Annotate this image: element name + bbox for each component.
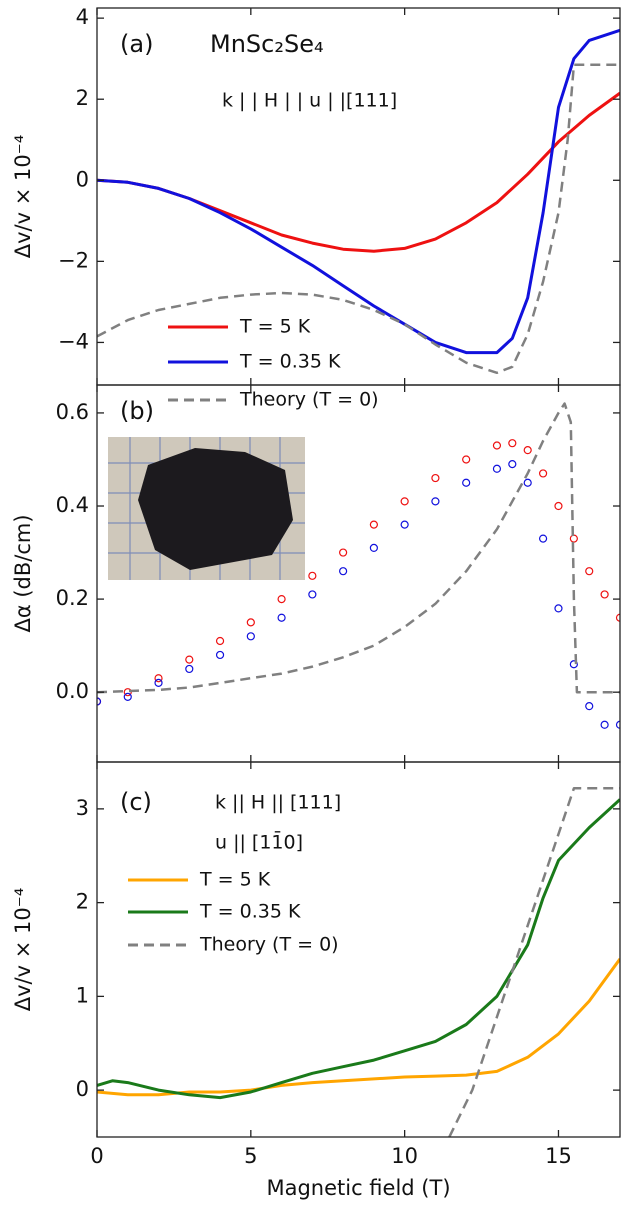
data-point	[462, 455, 471, 464]
data-point	[554, 604, 563, 613]
y-axis-label: Δv/v × 10⁻⁴	[11, 888, 35, 1011]
data-point	[431, 473, 440, 483]
data-point	[123, 692, 132, 701]
y-tick-label: 0.2	[56, 586, 89, 610]
line-series	[97, 63, 620, 375]
data-point	[154, 678, 163, 687]
data-point	[538, 469, 548, 478]
data-point	[277, 613, 286, 622]
y-tick-label: 0.0	[56, 679, 89, 703]
data-point	[569, 534, 578, 543]
data-point	[523, 478, 532, 487]
plot-area	[97, 28, 620, 375]
data-point	[523, 446, 532, 455]
x-tick-label: 0	[90, 1144, 103, 1168]
data-point	[538, 534, 548, 543]
panel-label: (a)	[120, 30, 153, 58]
y-axis-label: Δα (dB/cm)	[11, 514, 35, 632]
data-point	[246, 632, 255, 641]
x-tick-label: 5	[244, 1144, 257, 1168]
panel-label: (b)	[120, 397, 154, 425]
data-point	[215, 636, 225, 646]
y-tick-label: 0.6	[56, 400, 89, 424]
y-tick-label: 0	[76, 167, 89, 191]
data-point	[339, 548, 348, 557]
annotation: k || H || [111]	[215, 792, 341, 814]
plot-area	[97, 787, 620, 1137]
data-point	[585, 702, 594, 711]
data-point	[554, 501, 563, 511]
y-tick-label: 4	[76, 5, 89, 29]
data-point	[585, 567, 594, 576]
y-tick-label: 2	[76, 86, 89, 110]
data-point	[615, 613, 620, 622]
plot-area	[97, 402, 620, 729]
legend-label: T = 0.35 K	[239, 351, 341, 373]
data-point	[615, 720, 620, 729]
x-axis-label: Magnetic field (T)	[266, 1176, 450, 1200]
panel-title: MnSc₂Se₄	[210, 30, 324, 58]
legend-label: Theory (T = 0)	[239, 389, 379, 411]
data-point	[185, 664, 194, 674]
line-series	[97, 402, 620, 694]
y-tick-label: 1	[76, 983, 89, 1007]
data-point	[569, 660, 578, 669]
y-tick-label: 2	[76, 890, 89, 914]
panel-label: (c)	[120, 788, 152, 816]
data-point	[508, 439, 517, 448]
x-tick-label: 10	[391, 1144, 418, 1168]
inset-photo	[108, 437, 305, 580]
data-point	[462, 478, 471, 487]
data-point	[339, 567, 348, 576]
data-point	[246, 618, 255, 627]
data-point	[431, 497, 440, 506]
line-series	[97, 958, 620, 1097]
data-point	[215, 650, 225, 660]
legend-label: T = 5 K	[239, 316, 311, 338]
annotation: k | | H | | u | |[111]	[222, 90, 397, 112]
data-point	[277, 594, 286, 604]
data-point	[308, 571, 317, 580]
annotation: u || [11̄0]	[215, 829, 303, 853]
y-tick-label: −4	[58, 329, 89, 353]
data-point	[400, 520, 409, 529]
data-point	[492, 441, 502, 450]
line-series	[97, 28, 620, 355]
data-point	[154, 674, 163, 683]
data-point	[123, 688, 132, 697]
data-point	[185, 655, 194, 664]
y-axis-label: Δv/v × 10⁻⁴	[11, 135, 35, 258]
data-point	[308, 590, 317, 599]
line-series	[97, 798, 620, 1100]
data-point	[369, 520, 378, 529]
data-point	[400, 497, 409, 506]
y-tick-label: 0	[76, 1077, 89, 1101]
legend-label: T = 0.35 K	[199, 901, 301, 923]
x-tick-label: 15	[545, 1144, 572, 1168]
line-series	[448, 787, 620, 1137]
axes-frame	[96, 761, 621, 1138]
legend-label: T = 5 K	[199, 869, 271, 891]
legend-label: Theory (T = 0)	[199, 934, 339, 956]
data-point	[369, 543, 378, 553]
data-point	[492, 464, 502, 473]
data-point	[97, 697, 102, 706]
data-point	[508, 460, 517, 469]
y-tick-label: −2	[58, 248, 89, 272]
y-tick-label: 0.4	[56, 493, 89, 517]
data-point	[600, 590, 609, 599]
data-point	[600, 720, 609, 729]
y-tick-label: 3	[76, 796, 89, 820]
